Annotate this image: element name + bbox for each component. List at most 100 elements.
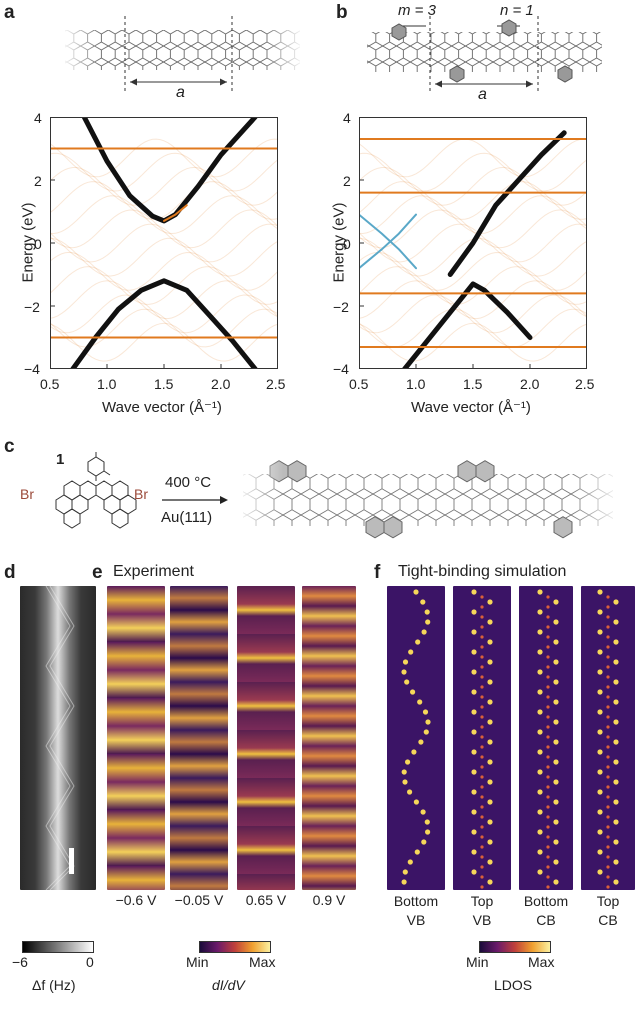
ldos-peak [597,729,603,735]
ldos-peak-minor [480,815,484,819]
compound-number: 1 [56,451,65,468]
panel-label-a: a [4,2,15,23]
ldos-peak-minor [480,595,484,599]
orange-band [163,204,188,222]
ldos-peak [553,799,559,805]
ldos-peak [471,789,477,795]
afm-colorbar [22,941,94,953]
ldos-peak [421,629,427,635]
xlabel-a: Wave vector (Å⁻¹) [102,399,222,416]
ldos-peak [553,879,559,885]
ldos-peak [487,779,493,785]
dark-band [402,281,533,369]
ldos-colorbar-max: Max [528,954,555,970]
ldos-peak [613,879,619,885]
ldos-peak [537,789,543,795]
bromine-right: Br [134,486,148,502]
m-label: m = 3 [398,2,436,19]
ldos-peak-minor [606,595,610,599]
ldos-peak [487,739,493,745]
ldos-peak-minor [546,815,550,819]
ldos-features [401,589,619,889]
ldos-peak-minor [546,705,550,709]
didv-map-1 [107,586,165,890]
ldos-peak [613,859,619,865]
ldos-peak [553,699,559,705]
ldos-peak-minor [606,815,610,819]
ldos-peak [537,729,543,735]
ldos-peak [553,619,559,625]
bias-label: 0.65 V [245,892,287,908]
ldos-peak [425,829,431,835]
ldos-peak [597,669,603,675]
ldos-peak [420,599,426,605]
ldos-peak-minor [606,695,610,699]
ldos-peak [487,599,493,605]
didv-colorbar-label: dI/dV [212,977,245,993]
ldos-peak [537,749,543,755]
ldos-peak-minor [480,745,484,749]
ldos-peak [597,689,603,695]
ldos-peak [401,879,407,885]
reaction-substrate: Au(111) [161,509,213,526]
ytick-b: 2 [343,173,351,189]
ldos-peak [553,859,559,865]
ldos-peak-minor [480,625,484,629]
faint-band [359,308,587,348]
ldos-peak [405,759,411,765]
ldos-peak-minor [480,755,484,759]
ldos-peak-minor [606,765,610,769]
ldos-peak-minor [480,885,484,889]
ldos-peak-minor [480,635,484,639]
ldos-peak [537,609,543,615]
ldos-peak [487,859,493,865]
ldos-peak-minor [546,695,550,699]
ldos-peak-minor [480,695,484,699]
ldos-peak [471,589,477,595]
xtick-b: 1.5 [463,376,483,392]
experiment-title: Experiment [113,563,194,580]
faint-band [359,251,587,291]
ytick-b: −4 [333,361,349,377]
ldos-peak-minor [480,735,484,739]
ldos-peak [414,849,420,855]
ytick-a: 0 [34,236,42,252]
ldos-peak-minor [546,805,550,809]
ldos-peak-minor [606,755,610,759]
ldos-peak-minor [606,845,610,849]
ldos-peak-minor [480,775,484,779]
bias-label: 0.9 V [312,892,346,908]
ribbon-schematic-b [367,16,602,94]
ldos-peak [613,739,619,745]
faint-band [359,322,587,362]
product-ribbon [238,452,618,544]
band-label: Bottom VB [393,893,439,928]
panel-label-f: f [374,562,381,583]
xtick-a: 1.5 [154,376,174,392]
ytick-b: 4 [343,110,351,126]
xtick-a: 1.0 [97,376,117,392]
ldos-peak [553,659,559,665]
ldos-peak [553,779,559,785]
ldos-peak-minor [546,625,550,629]
simulation-title: Tight-binding simulation [398,563,567,580]
ldos-peak [613,759,619,765]
ldos-peak-minor [606,635,610,639]
xtick-a: 2.0 [211,376,231,392]
ldos-peak-minor [480,805,484,809]
ldos-peak-minor [480,675,484,679]
ldos-peak [613,619,619,625]
ldos-peak [487,659,493,665]
ldos-peak-minor [480,655,484,659]
ytick-a: 2 [34,173,42,189]
ldos-peak [537,709,543,715]
faint-band [50,251,278,291]
ldos-peak [537,849,543,855]
panel-label-d: d [4,562,16,583]
afm-image [20,586,96,890]
ldos-peak [413,589,419,595]
ldos-peak [537,829,543,835]
xtick-a: 0.5 [40,376,60,392]
ldos-peak [424,819,430,825]
ldos-peak-minor [480,865,484,869]
